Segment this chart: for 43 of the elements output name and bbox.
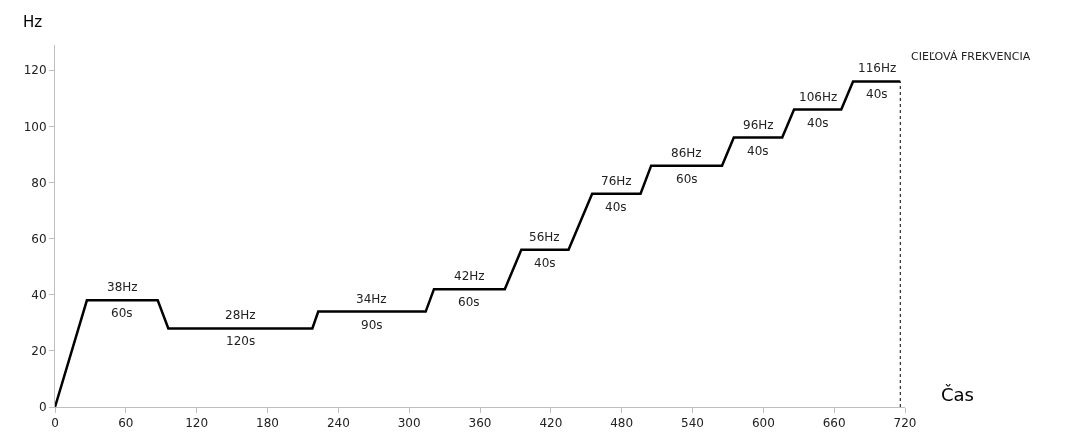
annotation: 56Hz [529,230,560,244]
annotation: 40s [866,87,888,101]
y-tick-label: 60 [31,231,47,246]
x-tick-label: 720 [893,416,917,431]
x-axis-title: Čas [941,384,974,405]
annotation: 90s [361,318,383,332]
annotation: 76Hz [601,174,632,188]
y-axis-title: Hz [23,13,43,31]
y-tick-label: 120 [23,63,47,78]
x-tick-label: 180 [256,416,279,431]
annotation: 60s [111,306,133,320]
x-tick-label: 60 [118,416,134,431]
annotation: 60s [676,172,698,186]
annotation: 28Hz [225,308,256,322]
x-tick-label: 0 [51,416,59,431]
annotation: 96Hz [743,118,774,132]
x-tick-label: 360 [468,416,492,431]
x-tick-label: 240 [326,416,350,431]
x-tick-label: 480 [610,416,634,431]
y-tick-label: 100 [23,119,47,134]
annotation: 120s [226,334,256,348]
y-tick-label: 40 [31,287,47,302]
x-tick-label: 660 [822,416,846,431]
x-tick-label: 420 [539,416,563,431]
annotation: 38Hz [107,280,138,294]
annotation: 40s [807,116,829,130]
x-tick-label: 540 [681,416,704,431]
x-tick-label: 600 [751,416,775,431]
annotation: 42Hz [454,269,485,283]
annotation: 40s [534,256,556,270]
annotation: 34Hz [356,292,387,306]
annotation: 40s [747,144,769,158]
annotation: 86Hz [671,146,702,160]
y-tick-label: 0 [38,400,47,415]
y-tick-label: 80 [31,175,47,190]
x-tick-label: 120 [185,416,209,431]
annotation: 40s [605,200,627,214]
annotation: 106Hz [799,90,838,104]
text: CIEĽOVÁ FREKVENCIA [911,50,1031,63]
x-tick-label: 300 [397,416,421,431]
y-tick-label: 20 [31,344,47,359]
annotation: 116Hz [858,61,897,75]
annotation: 60s [458,295,480,309]
